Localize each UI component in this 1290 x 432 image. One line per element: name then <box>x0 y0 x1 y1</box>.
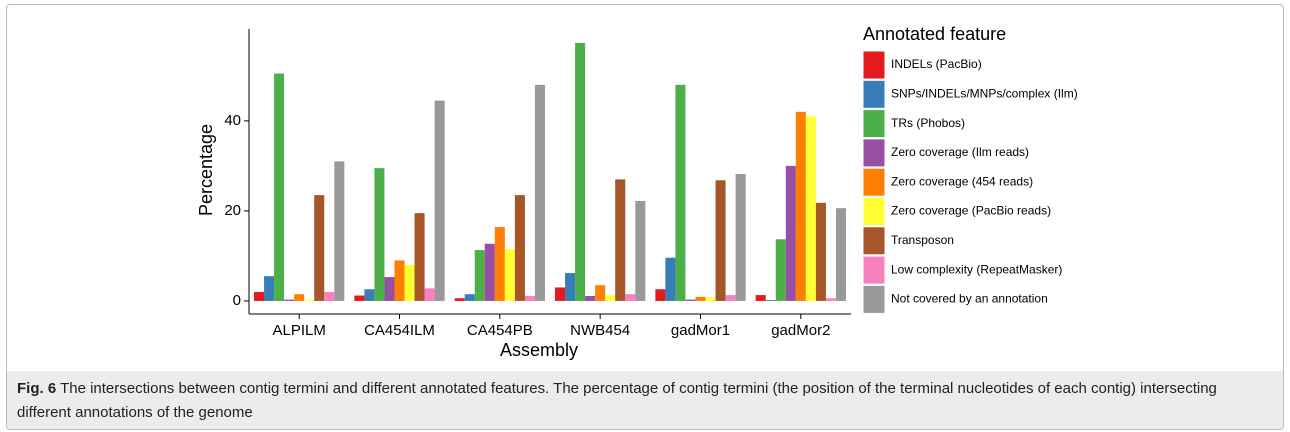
bar <box>765 300 776 301</box>
bar <box>314 195 325 301</box>
bar <box>414 213 425 301</box>
bar <box>354 295 365 301</box>
legend-key <box>862 284 886 314</box>
bar <box>835 208 846 301</box>
legend-label: Zero coverage (454 reads) <box>891 174 1033 188</box>
x-tick-label: CA454ILM <box>364 322 435 339</box>
bar <box>334 161 345 301</box>
bar <box>625 294 636 301</box>
bar <box>725 295 736 301</box>
legend-key <box>862 255 886 285</box>
bar <box>695 296 706 301</box>
bar <box>575 42 586 301</box>
bar <box>715 180 726 301</box>
legend-label: Zero coverage (Ilm reads) <box>891 145 1029 159</box>
bar <box>555 287 566 301</box>
bar <box>585 295 596 301</box>
bar <box>264 276 275 301</box>
legend-key <box>862 197 886 226</box>
legend-key <box>862 138 886 168</box>
bar <box>524 295 535 301</box>
y-tick-label: 0 <box>233 292 241 309</box>
bar <box>504 249 515 301</box>
legend-label: INDELs (PacBio) <box>891 57 982 71</box>
bar <box>755 295 766 301</box>
bar <box>655 289 666 301</box>
bar <box>705 297 716 301</box>
bar <box>795 111 806 301</box>
bar <box>825 298 836 301</box>
bar <box>685 299 696 301</box>
legend-key <box>862 50 886 80</box>
bar <box>454 298 465 301</box>
y-tick-label: 40 <box>224 112 241 129</box>
legend-label: Transposon <box>891 233 954 247</box>
figure: Assembly Percentage Annotated feature 0 2… <box>6 4 1284 430</box>
x-tick-label: gadMor1 <box>671 322 730 339</box>
bar <box>665 257 676 301</box>
legend-label: Not covered by an annotation <box>891 292 1048 306</box>
legend-key <box>862 226 886 256</box>
bar <box>484 243 495 301</box>
chart: Assembly Percentage Annotated feature 0 2… <box>196 24 1078 360</box>
bar <box>815 202 826 301</box>
legend-key <box>862 167 886 197</box>
bar <box>615 179 626 301</box>
y-axis-label: Percentage <box>196 124 216 216</box>
caption-text: The intersections between contig termini… <box>17 380 1217 421</box>
bar <box>474 250 485 301</box>
legend-label: TRs (Phobos) <box>891 116 965 130</box>
bar <box>374 168 385 301</box>
caption-label: Fig. 6 <box>17 380 57 397</box>
bar <box>324 291 335 301</box>
bar <box>394 260 405 301</box>
bar <box>274 73 285 301</box>
bar <box>304 299 315 301</box>
legend-key <box>862 109 886 139</box>
bar <box>735 173 746 301</box>
bar <box>434 100 445 301</box>
bar <box>785 165 796 301</box>
bar <box>424 288 435 301</box>
bar <box>384 277 395 301</box>
x-tick-label: gadMor2 <box>771 322 830 339</box>
x-tick-label: ALPILM <box>272 322 325 339</box>
bar <box>675 84 686 301</box>
bar <box>565 273 576 301</box>
bar <box>294 294 305 301</box>
legend-title: Annotated feature <box>863 24 1006 44</box>
bar <box>494 227 505 301</box>
bar <box>635 200 646 301</box>
legend-label: Zero coverage (PacBio reads) <box>891 204 1051 218</box>
bar <box>364 289 375 301</box>
legend-label: Low complexity (RepeatMasker) <box>891 262 1062 276</box>
legend-key <box>862 79 886 109</box>
bar <box>254 291 265 301</box>
bar <box>805 116 816 301</box>
bar <box>464 294 475 301</box>
bar <box>775 239 786 301</box>
bar <box>284 299 295 301</box>
y-tick-label: 20 <box>224 202 241 219</box>
bar <box>534 84 545 301</box>
x-tick-label: NWB454 <box>570 322 630 339</box>
caption: Fig. 6 The intersections between contig … <box>7 371 1283 429</box>
x-tick-label: CA454PB <box>467 322 533 339</box>
bar <box>605 295 616 301</box>
x-axis-label: Assembly <box>500 340 578 360</box>
bar <box>595 285 606 301</box>
legend-label: SNPs/INDELs/MNPs/complex (Ilm) <box>891 86 1078 100</box>
bar <box>514 195 525 301</box>
bar <box>404 264 415 301</box>
